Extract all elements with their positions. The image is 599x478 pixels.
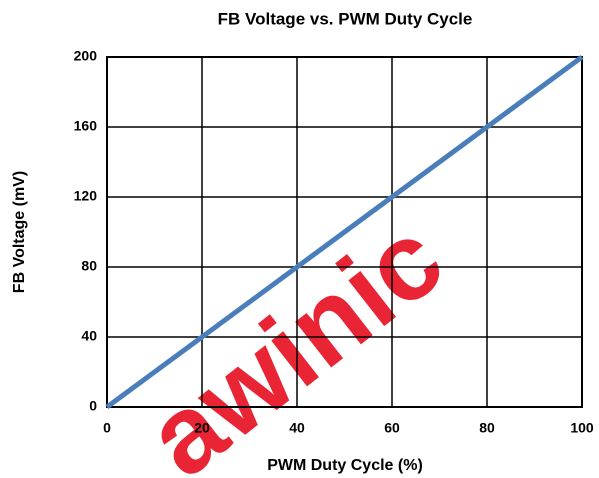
y-tick-label: 200 bbox=[74, 48, 98, 64]
x-axis-label: PWM Duty Cycle (%) bbox=[267, 457, 423, 474]
y-tick-label: 40 bbox=[81, 328, 97, 344]
x-tick-label: 20 bbox=[194, 420, 210, 436]
x-tick-label: 100 bbox=[570, 420, 594, 436]
y-tick-label: 120 bbox=[74, 188, 98, 204]
y-axis-label: FB Voltage (mV) bbox=[11, 171, 28, 293]
data-line bbox=[105, 54, 584, 410]
plot-border bbox=[106, 56, 583, 408]
x-tick-label: 60 bbox=[384, 420, 400, 436]
x-tick-label: 40 bbox=[289, 420, 305, 436]
y-tick-label: 160 bbox=[74, 118, 98, 134]
chart-title: FB Voltage vs. PWM Duty Cycle bbox=[218, 9, 473, 28]
y-tick-label: 0 bbox=[89, 398, 97, 414]
x-tick-label: 80 bbox=[479, 420, 495, 436]
x-tick-label: 0 bbox=[103, 420, 111, 436]
y-tick-label: 80 bbox=[81, 258, 97, 274]
